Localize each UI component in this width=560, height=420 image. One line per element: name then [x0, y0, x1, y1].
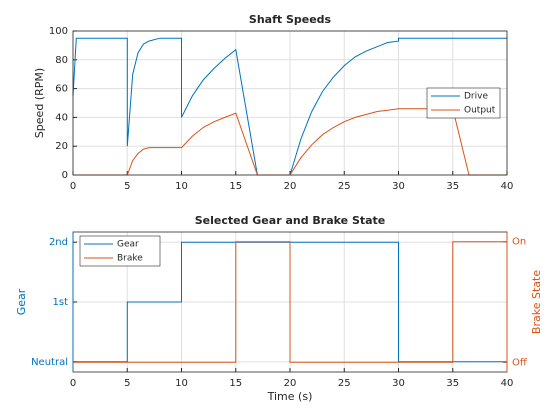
x-axis-label: Time (s) [267, 390, 313, 403]
y-axis-label: Speed (RPM) [33, 68, 46, 138]
y2-axis-label: Brake State [530, 270, 543, 334]
x-tick-label: 15 [229, 378, 242, 389]
y2-tick-label: On [512, 237, 526, 248]
x-tick-label: 35 [446, 378, 459, 389]
x-tick-label: 35 [446, 181, 459, 192]
axes-box [72, 30, 508, 176]
series-line [73, 241, 507, 363]
x-tick-label: 0 [70, 181, 76, 192]
x-tick-label: 25 [338, 378, 351, 389]
x-tick-label: 0 [70, 378, 76, 389]
y-axis-label: Gear [15, 288, 28, 315]
x-tick-label: 40 [501, 181, 514, 192]
legend-label: Drive [464, 92, 488, 102]
x-tick-label: 20 [284, 181, 297, 192]
x-tick-label: 10 [175, 181, 188, 192]
legend-box [79, 235, 161, 267]
x-tick-label: 40 [501, 378, 514, 389]
x-tick-label: 5 [124, 181, 130, 192]
x-tick-label: 15 [229, 181, 242, 192]
x-tick-label: 5 [124, 378, 130, 389]
chart-title: Shaft Speeds [249, 13, 332, 26]
chart-title: Selected Gear and Brake State [195, 214, 386, 227]
x-tick-label: 20 [284, 378, 297, 389]
y-tick-label: 1st [53, 297, 69, 308]
y-tick-label: 80 [55, 55, 68, 66]
y-tick-label: 40 [55, 112, 68, 123]
y-tick-label: 0 [62, 170, 68, 181]
x-tick-label: 25 [338, 181, 351, 192]
legend-box [426, 87, 501, 119]
y-tick-label: Neutral [31, 357, 68, 368]
series-line [73, 241, 507, 363]
y2-tick-label: Off [512, 357, 528, 368]
legend-label: Brake [117, 254, 143, 264]
y-tick-label: 100 [49, 26, 68, 37]
legend-label: Output [464, 106, 496, 116]
x-tick-label: 30 [392, 181, 405, 192]
y-tick-label: 20 [55, 141, 68, 152]
series-line [72, 37, 507, 176]
legend-label: Gear [117, 240, 139, 250]
x-tick-label: 30 [392, 378, 405, 389]
series-line [73, 108, 507, 176]
y-tick-label: 2nd [49, 237, 68, 248]
x-tick-label: 10 [175, 378, 188, 389]
y-tick-label: 60 [55, 84, 68, 95]
